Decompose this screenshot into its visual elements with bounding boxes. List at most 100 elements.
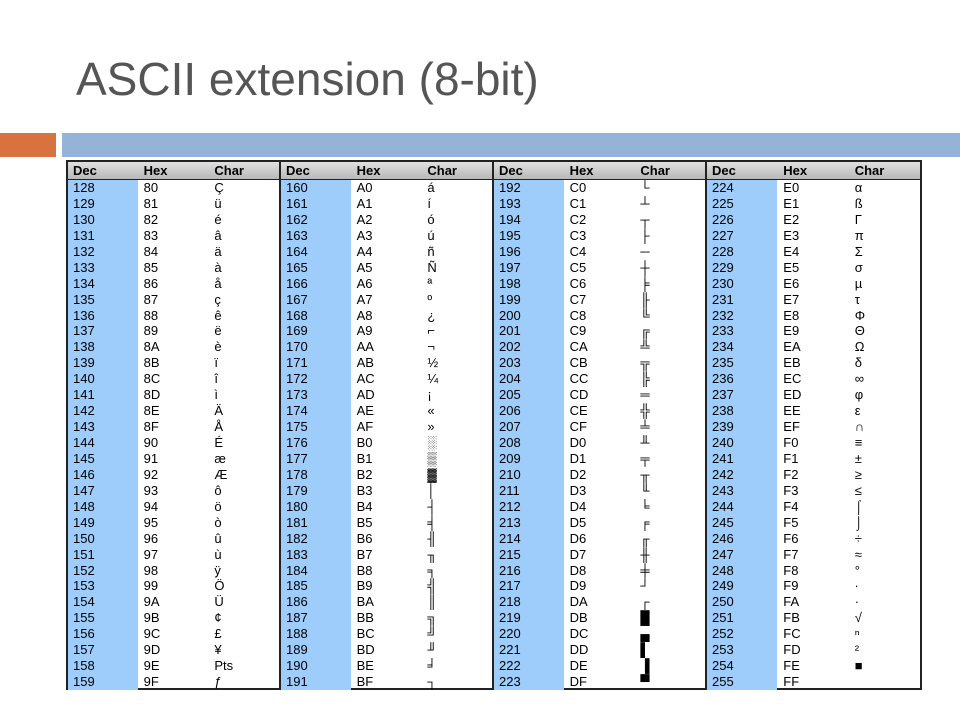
- dec-cell: 176: [281, 435, 351, 451]
- char-cell: ─: [640, 243, 650, 259]
- dec-cell: 242: [707, 466, 778, 483]
- char-cell: ƒ: [214, 674, 222, 690]
- table-row: 249 F9 ∙: [707, 578, 920, 595]
- dec-cell: 247: [707, 546, 778, 563]
- table-row: 240 F0 ≡: [707, 435, 920, 451]
- dec-cell: 169: [281, 323, 351, 340]
- char-cell: ╢: [427, 530, 437, 546]
- hex-cell: 9A: [143, 594, 160, 610]
- dec-cell: 203: [494, 355, 564, 372]
- table-row: 211 D3 ╙: [494, 482, 705, 499]
- table-row: 221 DD ▌: [494, 642, 705, 659]
- char-cell: √: [854, 610, 862, 626]
- char-cell: ß: [854, 195, 863, 211]
- char-cell: é: [214, 211, 222, 227]
- dec-cell: 152: [68, 562, 138, 579]
- dec-cell: 163: [281, 227, 351, 244]
- hex-cell: E4: [783, 243, 800, 259]
- table-row: 201 C9 ╔: [494, 323, 705, 340]
- dec-cell: 144: [68, 435, 138, 451]
- dec-cell: 216: [494, 562, 564, 579]
- header-row: Dec Hex Char: [494, 162, 705, 180]
- column-header: Dec: [712, 163, 736, 178]
- dec-cell: 172: [281, 371, 351, 388]
- char-cell: á: [427, 180, 435, 195]
- dec-cell: 236: [707, 371, 778, 388]
- hex-cell: E8: [783, 307, 800, 323]
- char-cell: ¿: [427, 307, 436, 323]
- hex-cell: C1: [569, 195, 587, 211]
- hex-cell: A9: [356, 323, 373, 339]
- table-row: 213 D5 ╒: [494, 514, 705, 531]
- dec-cell: 210: [494, 466, 564, 483]
- hex-cell: 95: [143, 514, 159, 530]
- dec-cell: 227: [707, 227, 778, 244]
- dec-cell: 156: [68, 626, 138, 643]
- table-row: 218 DA ┌: [494, 594, 705, 611]
- hex-cell: 80: [143, 180, 159, 195]
- hex-cell: C2: [569, 211, 587, 227]
- table-row: 209 D1 ╤: [494, 450, 705, 467]
- dec-cell: 240: [707, 435, 778, 451]
- hex-cell: 8A: [143, 339, 160, 355]
- char-cell: ô: [214, 482, 222, 498]
- table-row: 149 95 ò: [68, 514, 279, 531]
- table-row: 230 E6 µ: [707, 275, 920, 292]
- hex-cell: F4: [783, 498, 799, 514]
- dec-cell: 195: [494, 227, 564, 244]
- dec-cell: 177: [281, 450, 351, 467]
- column-header: Hex: [569, 163, 594, 178]
- hex-cell: 92: [143, 466, 159, 482]
- hex-cell: B6: [356, 530, 373, 546]
- hex-cell: A2: [356, 211, 373, 227]
- hex-cell: 89: [143, 323, 159, 339]
- table-row: 224 E0 α: [707, 180, 920, 196]
- table-row: 137 89 ë: [68, 323, 279, 340]
- dec-cell: 238: [707, 403, 778, 420]
- table-row: 192 C0 └: [494, 180, 705, 196]
- dec-cell: 183: [281, 546, 351, 563]
- table-row: 158 9E Pts: [68, 658, 279, 675]
- dec-cell: 194: [494, 211, 564, 228]
- char-cell: ù: [214, 546, 222, 562]
- char-cell: ╡: [427, 514, 437, 530]
- dec-cell: 131: [68, 227, 138, 244]
- char-cell: Θ: [854, 323, 865, 339]
- hex-cell: BA: [356, 594, 374, 610]
- dec-cell: 145: [68, 450, 138, 467]
- table-row: 191 BF ┐: [281, 674, 492, 690]
- char-cell: ½: [427, 355, 439, 371]
- table-row: 161 A1 í: [281, 195, 492, 212]
- table-row: 223 DF ▀: [494, 674, 705, 690]
- char-cell: «: [427, 403, 435, 419]
- table-row: 250 FA ·: [707, 594, 920, 611]
- dec-cell: 137: [68, 323, 138, 340]
- hex-cell: EC: [783, 371, 802, 387]
- char-cell: ≈: [854, 546, 862, 562]
- hex-cell: 99: [143, 578, 159, 594]
- table-row: 254 FE ■: [707, 658, 920, 675]
- hex-cell: A0: [356, 180, 373, 195]
- table-row: 157 9D ¥: [68, 642, 279, 659]
- hex-cell: A5: [356, 259, 373, 275]
- char-cell: ╗: [427, 610, 437, 626]
- hex-cell: C8: [569, 307, 587, 323]
- dec-cell: 200: [494, 307, 564, 324]
- hex-cell: A1: [356, 195, 373, 211]
- dec-cell: 165: [281, 259, 351, 276]
- char-cell: Ü: [214, 594, 224, 610]
- hex-cell: FB: [783, 610, 800, 626]
- dec-cell: 181: [281, 514, 351, 531]
- char-cell: ═: [640, 387, 650, 403]
- hex-cell: D1: [569, 450, 587, 466]
- hex-cell: D5: [569, 514, 587, 530]
- table-row: 236 EC ∞: [707, 371, 920, 388]
- hex-cell: CE: [569, 403, 588, 419]
- hex-cell: CC: [569, 371, 589, 387]
- hex-cell: 9D: [143, 642, 161, 658]
- dec-cell: 235: [707, 355, 778, 372]
- table-row: 231 E7 τ: [707, 291, 920, 308]
- dec-cell: 232: [707, 307, 778, 324]
- table-row: 164 A4 ñ: [281, 243, 492, 260]
